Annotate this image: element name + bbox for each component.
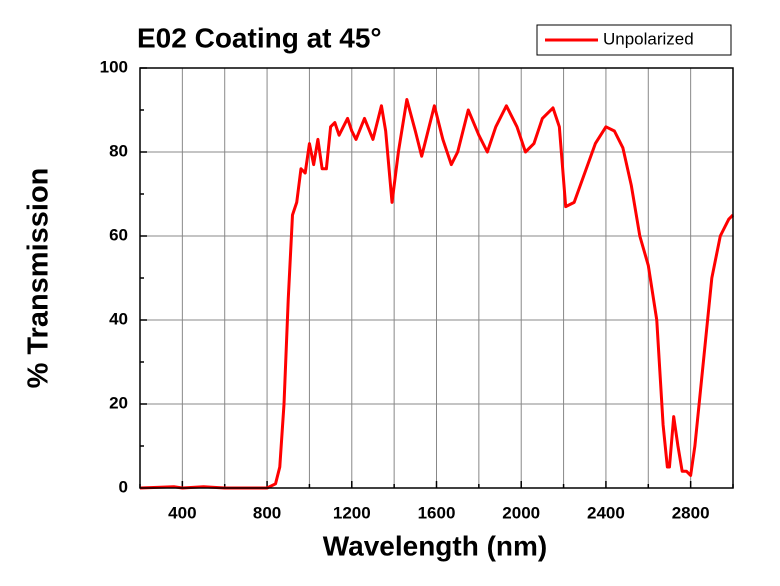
y-tick-label: 20 xyxy=(109,393,128,412)
legend: Unpolarized xyxy=(536,24,732,56)
y-tick-label: 40 xyxy=(109,309,128,328)
x-axis-label: Wavelength (nm) xyxy=(323,530,548,561)
legend-label: Unpolarized xyxy=(603,29,694,48)
y-tick-label: 60 xyxy=(109,225,128,244)
y-axis-label: % Transmission xyxy=(23,168,55,389)
x-tick-label: 800 xyxy=(253,503,281,522)
x-tick-label: 2400 xyxy=(587,503,625,522)
data-line xyxy=(139,98,735,490)
x-tick-label: 1200 xyxy=(333,503,371,522)
y-tick-label: 100 xyxy=(100,57,128,76)
x-tick-label: 2000 xyxy=(502,503,540,522)
y-tick-label: 0 xyxy=(119,477,128,496)
x-tick-label: 2800 xyxy=(672,503,710,522)
chart-title: E02 Coating at 45° xyxy=(137,22,382,53)
y-tick-label: 80 xyxy=(109,141,128,160)
x-tick-label: 1600 xyxy=(418,503,456,522)
x-tick-label: 400 xyxy=(168,503,196,522)
grid xyxy=(139,67,734,489)
plot-frame xyxy=(139,67,734,489)
